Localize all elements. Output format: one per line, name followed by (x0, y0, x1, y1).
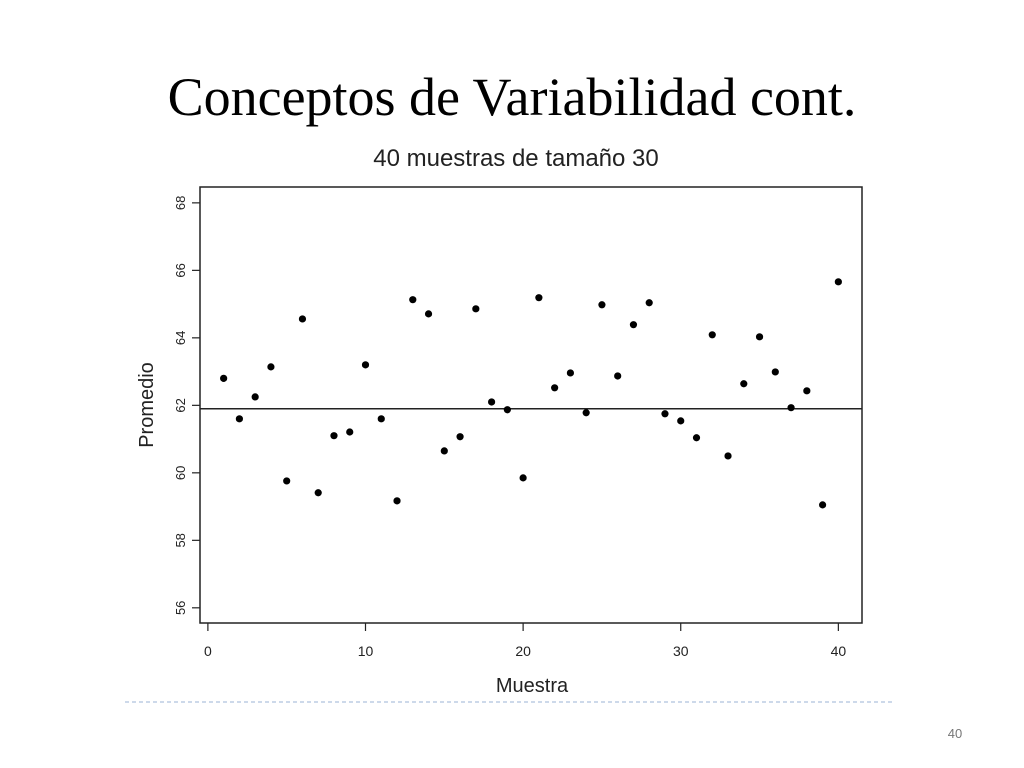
point (724, 452, 732, 460)
chart-title: 40 muestras de tamaño 30 (373, 145, 659, 172)
x-axis-label: Muestra (496, 675, 569, 697)
point (582, 409, 590, 417)
point (298, 315, 307, 323)
point (535, 294, 543, 302)
y-tick-label: 58 (173, 533, 188, 547)
point (235, 415, 244, 423)
y-tick-label: 68 (173, 196, 188, 210)
point (393, 497, 401, 505)
point (472, 305, 480, 313)
point (409, 296, 417, 304)
x-tick-label: 40 (831, 643, 847, 659)
y-tick-label: 60 (173, 466, 188, 480)
point (708, 331, 716, 339)
point (834, 278, 842, 286)
x-tick-label: 30 (673, 643, 689, 659)
point (251, 393, 259, 401)
point (503, 406, 511, 414)
y-axis-label: Promedio (136, 362, 158, 448)
plot-frame (199, 186, 863, 624)
point (787, 404, 795, 412)
point (692, 434, 701, 442)
point (361, 361, 370, 369)
point (661, 410, 669, 418)
point (267, 363, 275, 371)
point (614, 372, 622, 380)
y-tick-label: 66 (173, 263, 188, 277)
y-tick-label: 56 (173, 601, 188, 615)
point (740, 380, 748, 388)
point (456, 433, 464, 441)
point (677, 417, 685, 425)
page-number: 40 (948, 726, 962, 741)
point (314, 489, 322, 497)
point (487, 398, 496, 406)
point (330, 432, 338, 440)
x-tick-label: 10 (358, 643, 374, 659)
point (440, 447, 448, 455)
point (629, 321, 638, 329)
point (220, 374, 228, 382)
point (771, 368, 779, 376)
point (519, 474, 527, 482)
point (645, 299, 653, 307)
point (598, 301, 606, 309)
point (377, 415, 385, 423)
point (283, 477, 291, 485)
point (803, 387, 811, 395)
point (566, 369, 575, 377)
x-tick-label: 0 (204, 643, 212, 659)
slide-title: Conceptos de Variabilidad cont. (168, 67, 857, 127)
point (551, 384, 559, 392)
y-tick-label: 62 (173, 398, 188, 412)
point (755, 333, 764, 341)
point (818, 501, 827, 509)
point (346, 428, 354, 436)
y-tick-label: 64 (173, 331, 188, 345)
point (424, 310, 433, 318)
x-tick-label: 20 (515, 643, 531, 659)
